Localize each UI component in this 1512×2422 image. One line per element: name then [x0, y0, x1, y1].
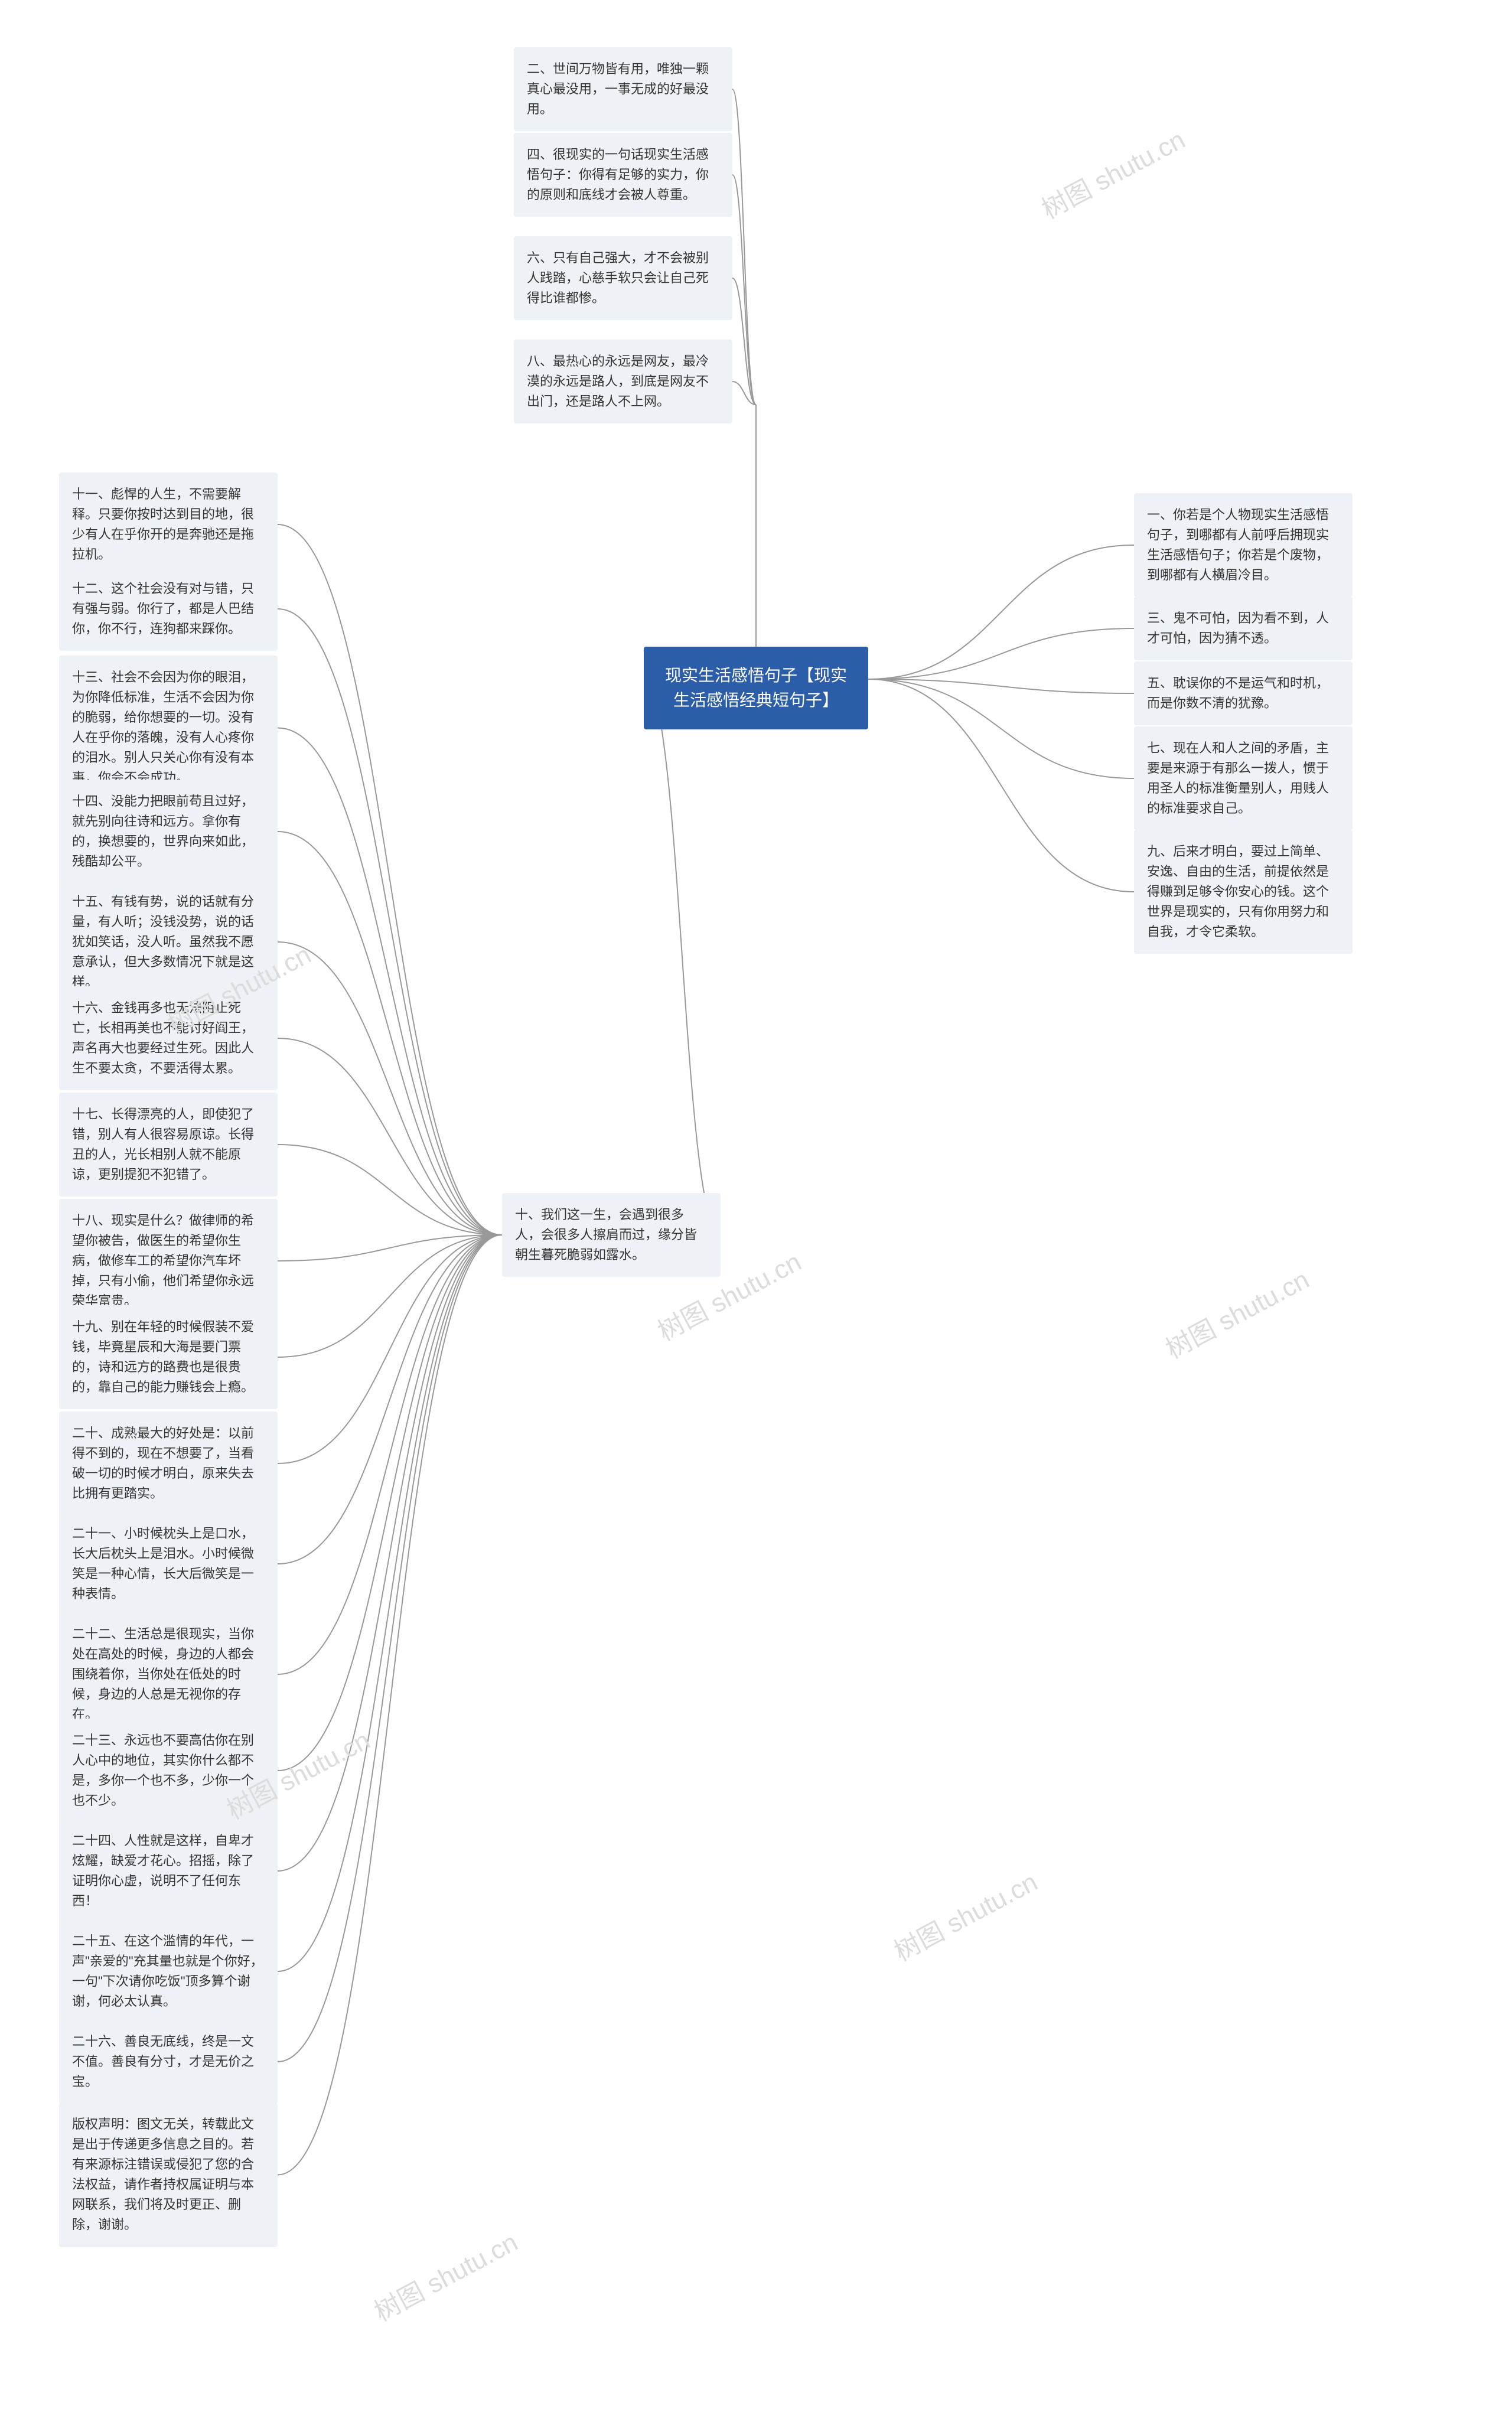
leaf-node: 十、我们这一生，会遇到很多人，会很多人擦肩而过，缘分皆朝生暮死脆弱如露水。	[502, 1193, 721, 1277]
leaf-node: 三、鬼不可怕，因为看不到，人才可怕，因为猜不透。	[1134, 596, 1353, 660]
watermark: 树图 shutu.cn	[1034, 119, 1191, 226]
leaf-node: 六、只有自己强大，才不会被别人践踏，心慈手软只会让自己死得比谁都惨。	[514, 236, 732, 320]
center-node: 现实生活感悟句子【现实生活感悟经典短句子】	[644, 647, 868, 729]
leaf-node: 十五、有钱有势，说的话就有分量，有人听；没钱没势，说的话犹如笑话，没人听。虽然我…	[59, 880, 278, 1004]
leaf-node: 十九、别在年轻的时候假装不爱钱，毕竟星辰和大海是要门票的，诗和远方的路费也是很贵…	[59, 1305, 278, 1409]
leaf-node: 二十三、永远也不要高估你在别人心中的地位，其实你什么都不是，多你一个也不多，少你…	[59, 1719, 278, 1823]
leaf-node: 二十、成熟最大的好处是：以前得不到的，现在不想要了，当看破一切的时候才明白，原来…	[59, 1412, 278, 1515]
leaf-node: 十一、彪悍的人生，不需要解释。只要你按时达到目的地，很少有人在乎你开的是奔驰还是…	[59, 472, 278, 576]
watermark: 树图 shutu.cn	[1158, 1259, 1315, 1366]
leaf-node: 四、很现实的一句话现实生活感悟句子：你得有足够的实力，你的原则和底线才会被人尊重…	[514, 133, 732, 217]
leaf-node: 十二、这个社会没有对与错，只有强与弱。你行了，都是人巴结你，你不行，连狗都来踩你…	[59, 567, 278, 651]
leaf-node: 十七、长得漂亮的人，即使犯了错，别人有人很容易原谅。长得丑的人，光长相别人就不能…	[59, 1093, 278, 1197]
leaf-node: 十八、现实是什么？做律师的希望你被告，做医生的希望你生病，做修车工的希望你汽车坏…	[59, 1199, 278, 1323]
mindmap-canvas: 现实生活感悟句子【现实生活感悟经典短句子】 一、你若是个人物现实生活感悟句子，到…	[0, 0, 1512, 2422]
leaf-node: 版权声明：图文无关，转载此文是出于传递更多信息之目的。若有来源标注错误或侵犯了您…	[59, 2102, 278, 2247]
leaf-node: 十四、没能力把眼前苟且过好，就先别向往诗和远方。拿你有的，换想要的，世界向来如此…	[59, 780, 278, 884]
watermark: 树图 shutu.cn	[887, 1861, 1043, 1968]
leaf-node: 二十六、善良无底线，终是一文不值。善良有分寸，才是无价之宝。	[59, 2020, 278, 2104]
leaf-node: 七、现在人和人之间的矛盾，主要是来源于有那么一拨人，惯于用圣人的标准衡量别人，用…	[1134, 726, 1353, 830]
leaf-node: 八、最热心的永远是网友，最冷漠的永远是路人，到底是网友不出门，还是路人不上网。	[514, 340, 732, 423]
leaf-node: 十三、社会不会因为你的眼泪，为你降低标准，生活不会因为你的脆弱，给你想要的一切。…	[59, 656, 278, 800]
leaf-node: 五、耽误你的不是运气和时机，而是你数不清的犹豫。	[1134, 661, 1353, 725]
leaf-node: 二十五、在这个滥情的年代，一声"亲爱的"充其量也就是个你好，一句"下次请你吃饭"…	[59, 1919, 278, 2023]
leaf-node: 二十一、小时候枕头上是口水，长大后枕头上是泪水。小时候微笑是一种心情，长大后微笑…	[59, 1512, 278, 1616]
leaf-node: 十六、金钱再多也无法阻止死亡，长相再美也不能讨好阎王，声名再大也要经过生死。因此…	[59, 986, 278, 1090]
leaf-node: 二十二、生活总是很现实，当你处在高处的时候，身边的人都会围绕着你，当你处在低处的…	[59, 1612, 278, 1736]
leaf-node: 一、你若是个人物现实生活感悟句子，到哪都有人前呼后拥现实生活感悟句子；你若是个废…	[1134, 493, 1353, 597]
leaf-node: 二、世间万物皆有用，唯独一颗真心最没用，一事无成的好最没用。	[514, 47, 732, 131]
leaf-node: 二十四、人性就是这样，自卑才炫耀，缺爱才花心。招摇，除了证明你心虚，说明不了任何…	[59, 1819, 278, 1923]
leaf-node: 九、后来才明白，要过上简单、安逸、自由的生活，前提依然是得赚到足够令你安心的钱。…	[1134, 830, 1353, 954]
watermark: 树图 shutu.cn	[367, 2221, 523, 2329]
